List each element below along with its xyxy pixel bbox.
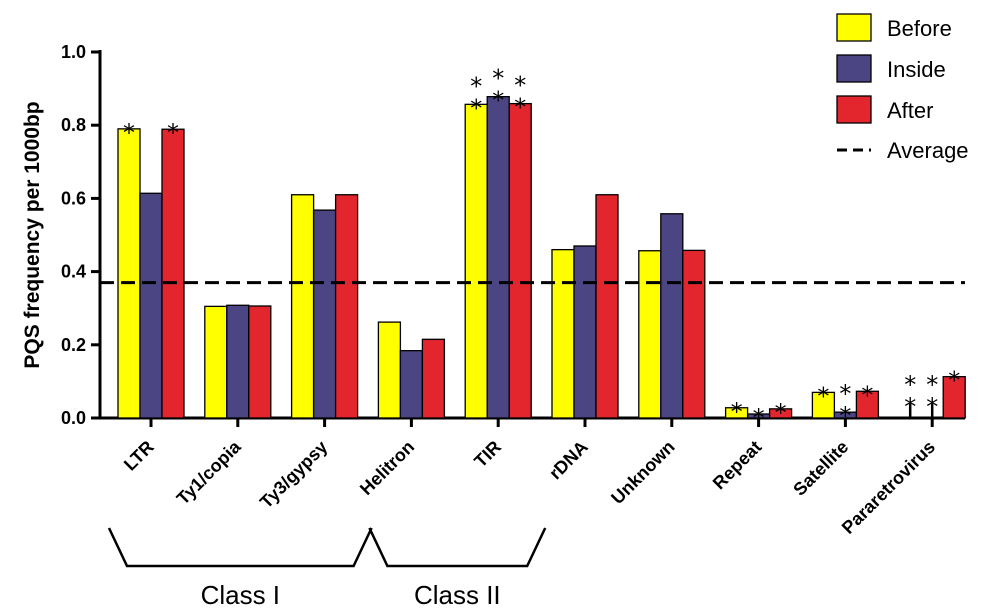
significance-star: * [839,380,851,408]
bar [421,338,446,419]
bar [638,250,662,419]
significance-star: * [514,94,526,122]
bars [117,96,966,419]
y-tick-label: 0.2 [61,335,86,355]
bar [811,391,836,419]
significance-star: * [926,371,938,399]
significance-star: * [167,119,179,147]
category-label: TIR [470,437,505,472]
significance-star: * [731,398,743,426]
bar [573,245,597,419]
bar [117,128,141,419]
bar [486,96,510,419]
bar [682,249,706,419]
bar [768,408,793,419]
significance-star: * [514,72,526,100]
bar [204,305,228,419]
bar [855,390,880,419]
legend-label: After [887,98,933,123]
y-tick-label: 0.0 [61,408,86,428]
category-label: LTR [120,437,158,475]
y-tick-label: 1.0 [61,42,86,62]
bar [377,321,402,419]
significance-star: * [470,72,482,100]
legend-swatch [836,54,872,83]
class-groups: Class I Class II [107,527,547,610]
class-bracket [368,527,547,568]
category-label: Ty1/copia [173,436,246,509]
category-label: Satellite [789,437,852,500]
bar [508,102,532,419]
significance-star: * [904,393,916,421]
significance-star: * [817,382,829,410]
significance-star: * [470,94,482,122]
category-labels: LTR Ty1/copia Ty3/gypsy Helitron TIR rDNA Unkn… [120,436,939,538]
bar [595,194,619,419]
bar [724,407,749,419]
legend-label: Average [887,138,969,163]
significance-marks: * ******** * **** * **** * [123,65,960,432]
bar [334,194,359,419]
category-label: rDNA [545,437,592,484]
bar [226,304,250,419]
class-bracket [107,527,373,568]
legend-swatch [836,95,872,124]
significance-star: * [492,65,504,93]
category-label: Pararetrovirus [838,437,939,538]
bar [139,192,163,419]
significance-star: * [492,87,504,115]
y-tick-label: 0.8 [61,115,86,135]
significance-star: * [926,393,938,421]
bar [660,213,684,419]
class-label: Class I [201,580,280,610]
category-label: Helitron [356,437,418,499]
legend-label: Inside [887,57,946,82]
significance-star: * [775,399,787,427]
bar [464,103,488,419]
legend: Before Inside After Average [836,13,969,163]
y-tick-label: 0.4 [61,262,86,282]
category-label: Ty3/gypsy [256,437,331,512]
y-tick-label: 0.6 [61,188,86,208]
class-label: Class II [414,580,501,610]
category-label: Repeat [709,437,766,494]
bar [399,350,424,419]
significance-star: * [948,367,960,395]
significance-star: * [753,404,765,432]
category-label: Unknown [607,437,678,508]
significance-star: * [123,119,135,147]
bar [248,305,272,419]
y-axis-label: PQS frequency per 1000bp [21,101,44,368]
legend-swatch [836,13,872,42]
bar [312,209,337,419]
bar [551,248,575,419]
legend-label: Before [887,16,952,41]
bar [290,194,315,419]
bar [942,375,966,419]
significance-star: * [839,402,851,430]
significance-star: * [904,371,916,399]
bar [161,128,185,419]
significance-star: * [861,381,873,409]
